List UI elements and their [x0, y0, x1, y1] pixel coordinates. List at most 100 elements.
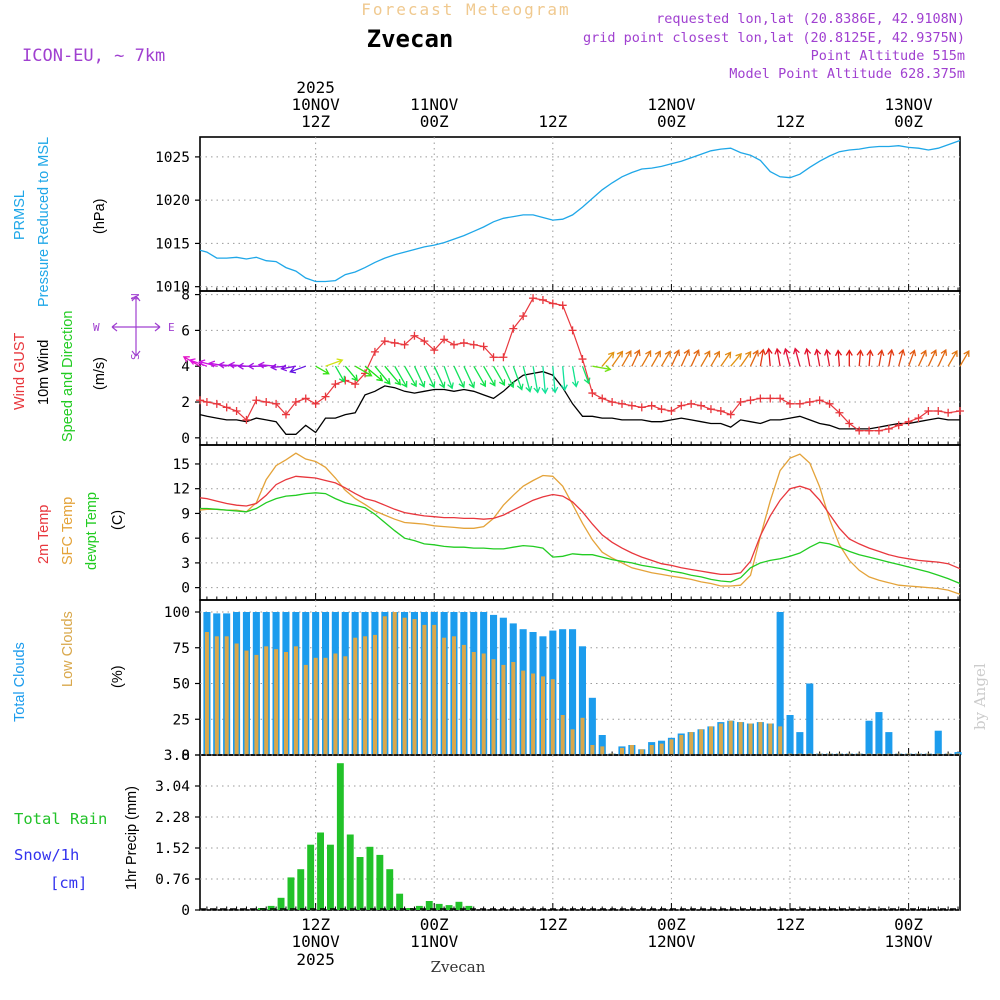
low-cloud-bar: [481, 653, 486, 755]
gust-marker: [548, 299, 557, 308]
low-cloud-bar: [412, 619, 417, 755]
y-tick-label: 9: [181, 506, 190, 522]
wind-direction-arrow: [374, 365, 391, 385]
wind-panel: 0 2 4 6 8 Wind GUST 10m Wind Speed and Directio…: [12, 288, 970, 447]
temp-unit: (C): [110, 510, 126, 530]
gust-label: Wind GUST: [12, 333, 28, 410]
temp-2m-line: [199, 475, 961, 576]
gust-marker: [618, 399, 627, 408]
wind-direction-arrow: [823, 348, 831, 367]
low-cloud-bar: [531, 673, 536, 755]
low-cloud-bar: [689, 732, 694, 755]
low-cloud-bar: [659, 743, 664, 755]
gust-marker: [469, 340, 478, 349]
wind-direction-arrow: [670, 349, 681, 367]
wind-direction-arrow: [492, 365, 506, 387]
wind-direction-arrow: [720, 351, 732, 367]
wind-direction-arrow: [877, 349, 885, 367]
low-cloud-bar: [709, 726, 713, 755]
gust-marker: [865, 426, 874, 435]
low-cloud-bar: [353, 637, 358, 755]
gust-marker: [440, 335, 449, 344]
low-cloud-bar: [402, 617, 407, 755]
rain-bar: [445, 905, 453, 910]
temp-sfc-label: SFC Temp: [60, 497, 76, 565]
low-cloud-bar: [600, 746, 605, 755]
rain-bar: [317, 832, 324, 910]
gust-marker: [845, 419, 854, 428]
gust-marker: [196, 396, 204, 405]
rain-bar: [415, 905, 423, 910]
total-cloud-bar: [806, 683, 814, 755]
rain-bar: [277, 897, 285, 910]
gust-marker: [321, 392, 330, 401]
low-cloud-bar: [471, 652, 476, 755]
rain-bar: [425, 901, 433, 910]
wind-direction-arrow: [834, 349, 843, 367]
rain-bar: [455, 901, 463, 910]
wind-direction-arrow: [917, 349, 927, 367]
panel-frame: [199, 290, 961, 446]
gust-marker: [825, 399, 834, 408]
gust-marker: [202, 398, 211, 407]
wind-direction-arrow: [765, 347, 773, 367]
rain-bar: [386, 869, 394, 910]
wind-direction-arrow: [522, 366, 533, 393]
low-cloud-bar: [214, 636, 219, 755]
low-cloud-bar: [768, 723, 773, 755]
wind-direction-arrow: [315, 365, 330, 375]
gust-marker: [647, 401, 656, 410]
wind-direction-arrow: [937, 348, 948, 367]
wind-direction-arrow: [866, 349, 874, 367]
bottom-axis-hour: 00Z: [420, 915, 449, 934]
wind-unit: (m/s): [92, 357, 108, 390]
wind-direction-arrow: [898, 348, 906, 367]
low-cloud-bar: [758, 722, 763, 755]
bottom-axis-date: 13NOV: [885, 932, 934, 951]
rain-bar: [356, 857, 364, 910]
low-cloud-bar: [234, 643, 239, 755]
gust-marker: [449, 340, 458, 349]
rain-bar: [376, 854, 384, 910]
y-tick-label: 25: [173, 712, 190, 728]
low-cloud-bar: [560, 715, 565, 755]
gust-marker: [924, 406, 933, 415]
gust-marker: [855, 426, 864, 435]
y-tick-label: 3.04: [155, 779, 190, 795]
low-cloud-bar: [284, 652, 288, 755]
wind-direction-arrow: [182, 356, 201, 367]
y-tick-label: 1025: [155, 150, 190, 166]
wind-direction-arrow: [198, 359, 217, 367]
compass-south: S: [129, 353, 142, 360]
low-cloud-bar: [323, 657, 328, 755]
footer-location: Zvecan: [431, 958, 486, 976]
rain-label: Total Rain: [14, 810, 107, 828]
top-axis-hour: 12Z: [301, 112, 330, 131]
gust-marker: [657, 405, 666, 414]
panel-frame: [199, 136, 961, 292]
y-tick-label: 12: [173, 482, 190, 498]
gust-marker: [370, 347, 379, 356]
wind-direction-arrow: [502, 365, 515, 389]
low-cloud-bar: [718, 723, 723, 755]
rain-bar: [327, 844, 334, 910]
wind-direction-arrow: [541, 366, 549, 395]
gust-marker: [351, 380, 360, 389]
gust-marker: [697, 401, 706, 410]
wind-direction-arrow: [188, 358, 208, 367]
rain-bar: [307, 844, 315, 910]
y-tick-label: 75: [173, 641, 190, 657]
location-title: Zvecan: [367, 25, 454, 53]
gust-marker: [716, 406, 725, 415]
wind-direction-arrow: [783, 347, 791, 367]
temperature-panel: 0 3 6 9 12 15 2m Temp SFC Temp dewpt Temp (C): [36, 444, 961, 601]
gust-marker: [252, 396, 261, 405]
total-cloud-bar: [865, 720, 873, 755]
low-cloud-label: Low Clouds: [60, 611, 76, 687]
gust-marker: [667, 406, 676, 415]
y-tick-label: 15: [173, 457, 190, 473]
wind-direction-arrow: [856, 349, 864, 367]
rain-bar: [366, 846, 374, 910]
temp-sfc-line: [199, 452, 961, 595]
